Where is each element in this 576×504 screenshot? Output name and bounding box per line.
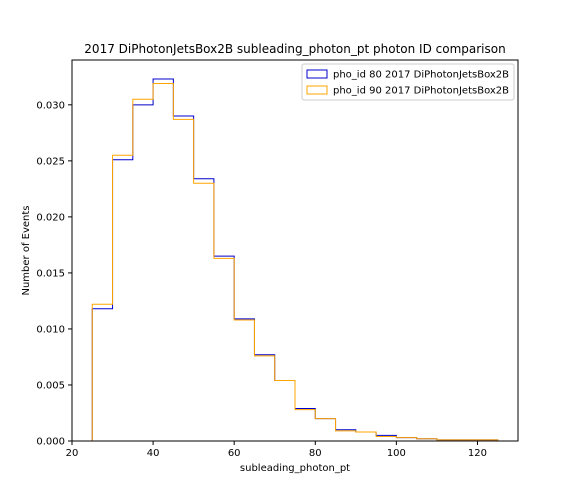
y-axis-ticks: 0.000 0.005 0.010 0.015 0.020 0.025 0.030 bbox=[36, 100, 72, 448]
y-tick-label: 0.030 bbox=[36, 100, 65, 111]
legend-swatch-pho-id-90 bbox=[306, 85, 328, 95]
x-tick-label: 60 bbox=[228, 448, 241, 459]
series-1-step-line bbox=[91, 83, 499, 441]
axes-frame bbox=[71, 59, 519, 442]
x-tick-label: 100 bbox=[387, 448, 406, 459]
legend-label-pho-id-80: pho_id 80 2017 DiPhotonJetsBox2B bbox=[333, 70, 509, 81]
y-tick-label: 0.025 bbox=[36, 156, 65, 167]
series-layer bbox=[91, 78, 499, 441]
chart-title: 2017 DiPhotonJetsBox2B subleading_photon… bbox=[84, 42, 505, 56]
legend-box bbox=[301, 63, 515, 101]
x-tick-label: 40 bbox=[147, 448, 160, 459]
x-tick-label: 20 bbox=[66, 448, 79, 459]
y-tick-label: 0.015 bbox=[36, 268, 65, 279]
y-axis-label: Number of Events bbox=[21, 205, 32, 295]
y-tick-label: 0.005 bbox=[36, 380, 65, 391]
legend-swatch-pho-id-80 bbox=[306, 69, 328, 79]
x-axis-ticks: 20 40 60 80 100 120 bbox=[66, 441, 487, 459]
y-tick-label: 0.010 bbox=[36, 324, 65, 335]
legend-label-pho-id-90: pho_id 90 2017 DiPhotonJetsBox2B bbox=[333, 86, 509, 97]
x-tick-label: 120 bbox=[468, 448, 487, 459]
x-axis-label: subleading_photon_pt bbox=[240, 463, 350, 474]
y-tick-label: 0.000 bbox=[36, 437, 65, 448]
x-tick-label: 80 bbox=[309, 448, 322, 459]
y-tick-label: 0.020 bbox=[36, 212, 65, 223]
legend: pho_id 80 2017 DiPhotonJetsBox2B pho_id … bbox=[301, 63, 515, 101]
